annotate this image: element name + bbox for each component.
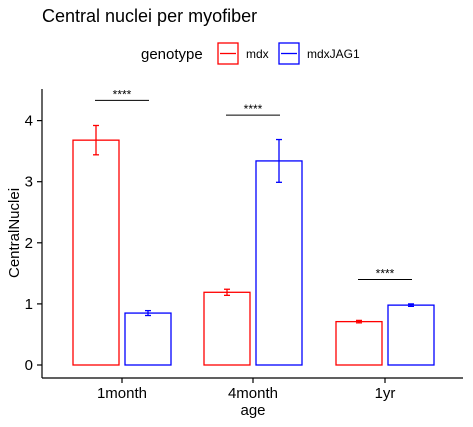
bar-mdx-4month: [203, 291, 251, 366]
y-tick-label-0: 0: [25, 357, 33, 374]
bar-mdx-1yr: [335, 320, 383, 366]
chart-title: Central nuclei per myofiber: [42, 6, 257, 26]
y-tick-label-3: 3: [25, 174, 33, 191]
y-tick-label-2: 2: [25, 235, 33, 252]
significance-label-1month: ****: [113, 87, 132, 101]
bar-mdxJAG1-1month: [124, 312, 172, 366]
x-tick-label-0: 1month: [97, 385, 147, 402]
bar-mdx-1month: [72, 139, 120, 366]
bar-mdxJAG1-4month: [255, 160, 303, 366]
y-tick-label-1: 1: [25, 296, 33, 313]
x-tick-label-1: 4month: [228, 385, 278, 402]
significance-label-4month: ****: [244, 102, 263, 116]
bar-mdxJAG1-1yr: [387, 304, 435, 366]
legend-label-mdxJAG1: mdxJAG1: [307, 47, 360, 61]
significance-label-1yr: ****: [376, 266, 395, 280]
y-axis-title: CentralNuclei: [6, 188, 23, 278]
x-axis-title: age: [240, 402, 265, 419]
legend-label-mdx: mdx: [246, 47, 269, 61]
legend-title: genotype: [141, 46, 203, 63]
legend: genotype mdx mdxJAG1: [141, 42, 360, 65]
x-tick-label-2: 1yr: [375, 385, 396, 402]
y-tick-label-4: 4: [25, 113, 33, 130]
plot-area: **** **** ****: [72, 87, 435, 366]
